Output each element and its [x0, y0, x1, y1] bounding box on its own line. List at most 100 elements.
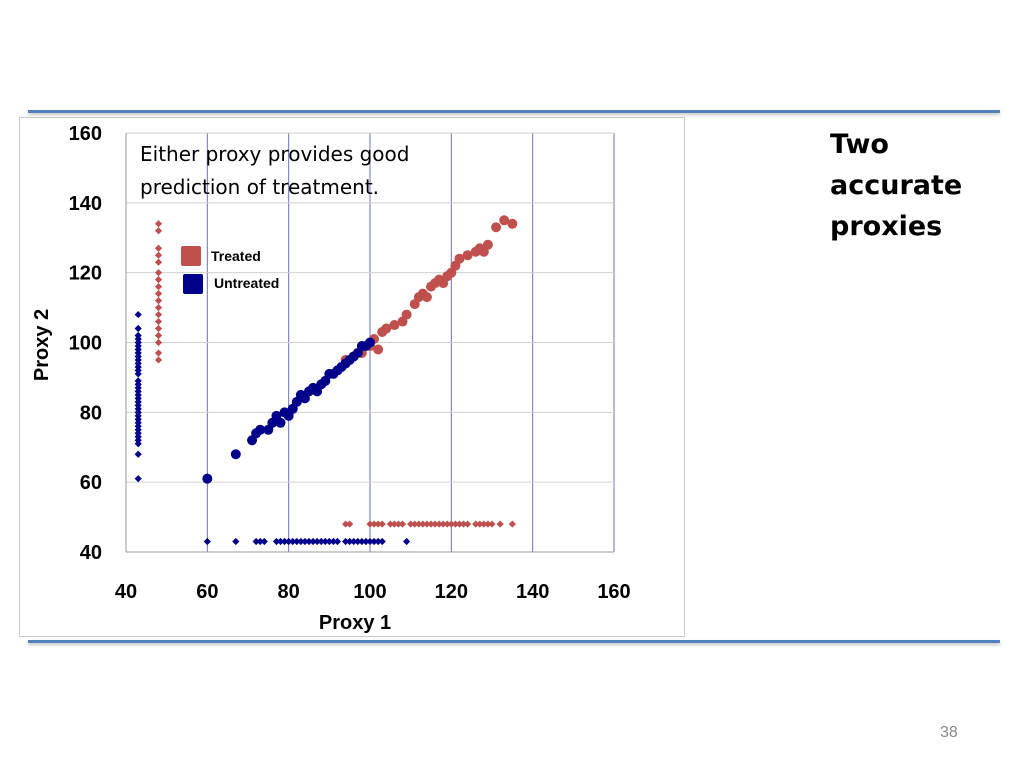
- chart-axes: [125, 133, 614, 553]
- point-treated: [491, 222, 502, 233]
- point-treated: [378, 520, 386, 528]
- point-treated: [154, 220, 163, 228]
- point-treated: [454, 253, 465, 264]
- scatter-chart: 40 60 80 100 120 140 160 40 60 80 100 120 140 160 Pr…: [31, 123, 631, 634]
- point-treated: [447, 520, 455, 528]
- point-untreated: [350, 537, 358, 546]
- point-treated: [419, 520, 427, 528]
- point-untreated: [230, 449, 241, 460]
- legend-swatch-treated: [181, 246, 201, 266]
- x-axis-label: Proxy 1: [319, 612, 391, 634]
- point-untreated: [134, 370, 142, 378]
- point-untreated: [232, 537, 240, 546]
- point-treated: [421, 292, 432, 303]
- y-tick-label: 140: [69, 193, 102, 215]
- point-treated: [154, 338, 163, 347]
- point-treated: [394, 520, 403, 528]
- point-untreated: [317, 537, 325, 546]
- point-treated: [401, 309, 412, 320]
- point-treated: [373, 344, 384, 355]
- x-tick-label: 100: [353, 581, 386, 603]
- y-tick-label: 100: [69, 333, 102, 355]
- point-untreated: [134, 440, 142, 448]
- point-untreated: [366, 537, 374, 546]
- point-untreated: [309, 537, 317, 546]
- x-tick-label: 40: [115, 581, 137, 603]
- x-tick-label: 120: [435, 581, 468, 603]
- slide-title-line-2: accurate: [830, 170, 963, 201]
- point-untreated: [281, 537, 289, 546]
- point-treated: [374, 520, 382, 528]
- legend: Treated Untreated: [181, 246, 279, 294]
- point-treated: [499, 215, 510, 226]
- point-treated: [472, 520, 480, 528]
- point-untreated: [305, 537, 313, 546]
- point-untreated: [354, 537, 362, 546]
- point-treated: [427, 520, 435, 528]
- point-untreated: [374, 537, 382, 546]
- point-treated: [462, 250, 473, 261]
- point-treated: [507, 218, 518, 229]
- point-treated: [154, 331, 163, 340]
- point-treated: [415, 520, 423, 528]
- point-untreated: [333, 537, 342, 546]
- point-untreated: [297, 537, 305, 546]
- point-untreated: [134, 450, 142, 458]
- slide-title-line-1: Two: [830, 129, 889, 160]
- point-treated: [381, 323, 392, 334]
- point-treated: [154, 310, 163, 319]
- point-treated: [464, 520, 472, 528]
- point-treated: [431, 520, 439, 528]
- y-tick-label: 80: [80, 402, 102, 424]
- slide-title-line-3: proxies: [830, 211, 943, 242]
- point-treated: [496, 520, 504, 528]
- point-treated: [154, 283, 163, 291]
- point-treated: [482, 239, 493, 250]
- point-treated: [154, 251, 163, 259]
- point-treated: [154, 269, 163, 277]
- y-tick-label: 40: [80, 542, 102, 564]
- y-tick-label: 120: [69, 263, 102, 285]
- point-untreated: [325, 537, 333, 546]
- point-untreated: [321, 537, 329, 546]
- point-treated: [508, 520, 516, 528]
- point-untreated: [252, 537, 260, 546]
- x-tick-labels: 40 60 80 100 120 140 160: [115, 581, 631, 603]
- point-untreated: [255, 424, 266, 435]
- point-treated: [342, 520, 350, 528]
- point-untreated: [275, 417, 286, 428]
- point-treated: [370, 520, 378, 528]
- annotation-line-1: Either proxy provides good: [140, 142, 409, 166]
- point-treated: [154, 303, 163, 312]
- point-treated: [480, 520, 488, 528]
- chart-frame: 40 60 80 100 120 140 160 40 60 80 100 120 140 160 Pr…: [19, 117, 685, 637]
- point-untreated: [256, 537, 264, 546]
- point-untreated: [289, 537, 297, 546]
- point-treated: [459, 520, 468, 528]
- legend-label-treated: Treated: [211, 248, 261, 264]
- point-treated: [484, 520, 492, 528]
- point-treated: [154, 227, 163, 235]
- point-treated: [154, 317, 163, 326]
- point-treated: [154, 356, 163, 364]
- point-treated: [346, 520, 354, 528]
- top-divider: [28, 110, 1000, 113]
- x-tick-label: 160: [597, 581, 630, 603]
- point-untreated: [358, 537, 366, 546]
- x-tick-label: 80: [278, 581, 300, 603]
- point-untreated: [313, 537, 321, 546]
- point-untreated: [134, 475, 142, 483]
- point-treated: [423, 520, 431, 528]
- point-treated: [366, 520, 374, 528]
- point-untreated: [378, 537, 386, 546]
- point-treated: [407, 520, 415, 528]
- point-untreated: [276, 537, 285, 546]
- point-untreated: [365, 337, 375, 348]
- point-untreated: [346, 537, 354, 546]
- legend-swatch-untreated: [183, 274, 203, 294]
- legend-label-untreated: Untreated: [214, 275, 279, 291]
- point-untreated: [202, 473, 213, 484]
- point-untreated: [260, 537, 268, 546]
- page-number: 38: [940, 724, 958, 741]
- point-untreated: [293, 537, 301, 546]
